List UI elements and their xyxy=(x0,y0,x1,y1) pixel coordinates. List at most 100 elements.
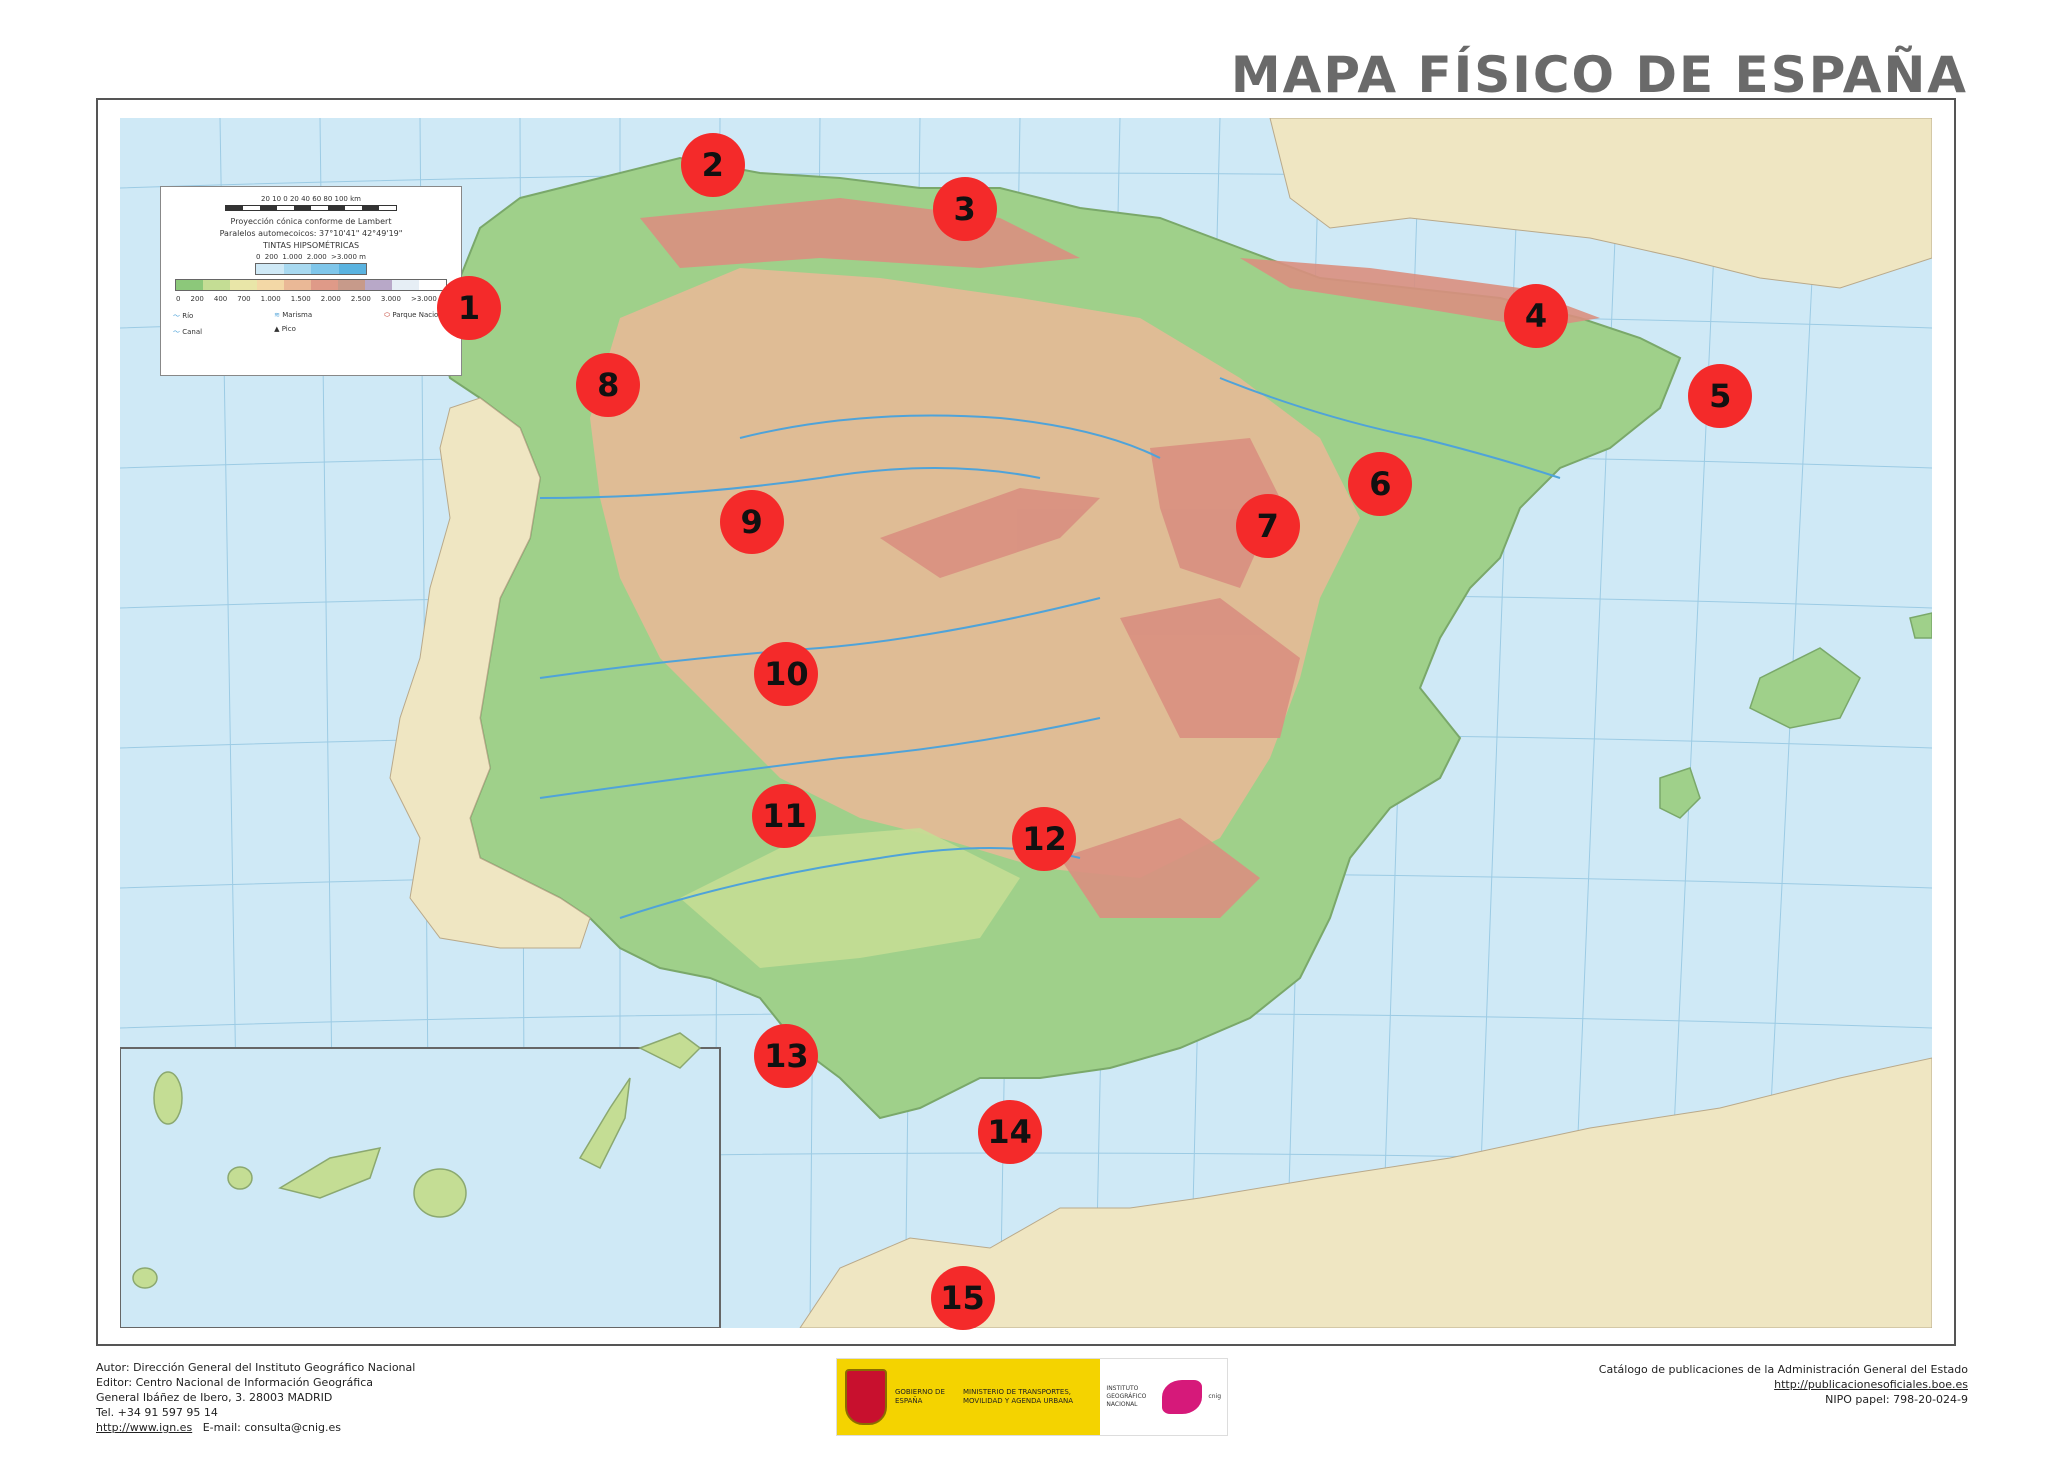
land-num: 0 xyxy=(176,295,181,303)
balearic-islands xyxy=(1659,612,1932,819)
government-logos: GOBIERNO DE ESPAÑA MINISTERIO DE TRANSPO… xyxy=(836,1358,1228,1436)
gov-text: GOBIERNO DE ESPAÑA xyxy=(895,1388,945,1405)
ministry-text: MINISTERIO DE TRANSPORTES, MOVILIDAD Y A… xyxy=(963,1388,1074,1405)
canal-line-icon: 〜 xyxy=(173,328,180,336)
map-svg xyxy=(120,118,1932,1328)
spain-crest-icon xyxy=(845,1369,887,1425)
marsh-label: Marisma xyxy=(282,311,313,319)
cnig-text: cnig xyxy=(1208,1393,1221,1400)
catalog-line: Catálogo de publicaciones de la Administ… xyxy=(1598,1363,1968,1376)
footer-catalog: Catálogo de publicaciones de la Administ… xyxy=(1599,1362,1968,1407)
map-marker-2[interactable]: 2 xyxy=(680,133,745,198)
tint-swatch xyxy=(338,280,365,290)
email-text: E-mail: consulta@cnig.es xyxy=(202,1421,341,1434)
land-num: 2.000 xyxy=(320,295,341,303)
land-num: 200 xyxy=(190,295,204,303)
canal-label: Canal xyxy=(182,328,203,336)
map-marker-9[interactable]: 9 xyxy=(719,489,784,554)
peak-legend: ▲ Pico xyxy=(274,325,312,333)
sea-num: >3.000 m xyxy=(331,253,366,261)
ign-link[interactable]: http://www.ign.es xyxy=(96,1421,193,1434)
tint-swatch xyxy=(257,280,284,290)
sea-num: 2.000 xyxy=(306,253,327,261)
nipo-line: NIPO papel: 798-20-024-9 xyxy=(1825,1393,1968,1406)
address-line: General Ibáñez de Ibero, 3. 28003 MADRID xyxy=(96,1391,333,1404)
scale-bar xyxy=(225,205,397,211)
tint-swatch xyxy=(365,280,392,290)
sea-swatch xyxy=(256,264,284,274)
land-num: 1.500 xyxy=(290,295,311,303)
park-outline-icon: ⬭ xyxy=(384,311,391,319)
projection-text: Proyección cónica conforme de Lambert xyxy=(230,217,392,226)
editor-line: Editor: Centro Nacional de Información G… xyxy=(96,1376,374,1389)
map-marker-13[interactable]: 13 xyxy=(754,1023,819,1088)
map-marker-8[interactable]: 8 xyxy=(576,352,641,417)
mountain-ranges xyxy=(640,198,1600,918)
land-num: >3.000 m xyxy=(410,295,446,303)
cnig-logo-icon xyxy=(1162,1380,1203,1414)
land-num: 3.000 xyxy=(380,295,401,303)
footer-credits: Autor: Dirección General del Instituto G… xyxy=(96,1360,415,1435)
sea-tint-bar xyxy=(255,263,367,275)
map-marker-7[interactable]: 7 xyxy=(1235,494,1300,559)
author-line: Autor: Dirección General del Instituto G… xyxy=(96,1361,416,1374)
map-marker-3[interactable]: 3 xyxy=(932,177,997,242)
map-title: MAPA FÍSICO DE ESPAÑA xyxy=(1230,46,1968,104)
tint-swatch xyxy=(392,280,419,290)
map-marker-4[interactable]: 4 xyxy=(1504,283,1568,348)
ign-text: INSTITUTO GEOGRÁFICO NACIONAL xyxy=(1106,1385,1147,1408)
land-num: 700 xyxy=(237,295,251,303)
tint-swatch xyxy=(203,280,230,290)
land-numbers: 0 200 400 700 1.000 1.500 2.000 2.500 3.… xyxy=(176,295,446,303)
sea-num: 1.000 xyxy=(282,253,303,261)
marsh-legend: ≋ Marisma xyxy=(274,311,312,319)
sea-swatch xyxy=(283,264,311,274)
peak-icon: ▲ xyxy=(274,325,280,333)
land-num: 2.500 xyxy=(350,295,371,303)
map-marker-6[interactable]: 6 xyxy=(1348,451,1413,516)
tint-swatch xyxy=(311,280,338,290)
map-marker-11[interactable]: 11 xyxy=(752,783,817,848)
legend-symbols: 〜 Río 〜 Canal ≋ Marisma ▲ Pico ⬭ Parque … xyxy=(173,311,449,337)
peak-label: Pico xyxy=(281,325,296,333)
africa-land xyxy=(799,1057,1932,1328)
marsh-icon: ≋ xyxy=(274,311,280,319)
canary-islands xyxy=(132,1032,702,1289)
guadalquivir-valley xyxy=(680,828,1020,968)
ign-cnig-logo: INSTITUTO GEOGRÁFICO NACIONAL cnig xyxy=(1100,1359,1227,1435)
land-num: 1.000 xyxy=(260,295,281,303)
plateau-area xyxy=(590,268,1360,878)
france-land xyxy=(1269,118,1932,289)
sea-swatch xyxy=(311,264,339,274)
map-marker-14[interactable]: 14 xyxy=(977,1099,1042,1164)
sea-num: 200 xyxy=(264,253,279,261)
tint-swatch xyxy=(176,280,203,290)
map-marker-1[interactable]: 1 xyxy=(436,276,501,341)
scale-numbers: 20 10 0 20 40 60 80 100 km xyxy=(261,195,361,203)
parallels-text: Paralelos automecoicos: 37°10'41" 42°49'… xyxy=(219,229,403,238)
canal-legend: 〜 Canal xyxy=(173,327,202,337)
river-line-icon: 〜 xyxy=(173,312,180,320)
tint-swatch xyxy=(284,280,311,290)
sea-numbers: 0 200 1.000 2.000 >3.000 m xyxy=(256,253,366,261)
land-num: 400 xyxy=(213,295,228,303)
river-legend: 〜 Río xyxy=(173,311,202,321)
web-email-line: http://www.ign.es E-mail: consulta@cnig.… xyxy=(96,1420,415,1435)
phone-line: Tel. +34 91 597 95 14 xyxy=(96,1406,218,1419)
map-marker-10[interactable]: 10 xyxy=(754,641,819,706)
land-tint-bar xyxy=(175,279,447,291)
map-legend: 20 10 0 20 40 60 80 100 km Proyección có… xyxy=(160,186,462,376)
tint-swatch xyxy=(230,280,257,290)
portugal-land xyxy=(389,397,591,949)
map-marker-5[interactable]: 5 xyxy=(1688,364,1753,429)
catalog-link[interactable]: http://publicacionesoficiales.boe.es xyxy=(1774,1378,1968,1391)
sea-swatch xyxy=(338,264,366,274)
park-legend: ⬭ Parque Nacional xyxy=(384,311,449,320)
tints-title: TINTAS HIPSOMÉTRICAS xyxy=(262,241,360,250)
map-marker-15[interactable]: 15 xyxy=(930,1266,995,1331)
sea-num: 0 xyxy=(256,253,261,261)
park-label: Parque Nacional xyxy=(392,311,449,319)
map-marker-12[interactable]: 12 xyxy=(1012,807,1077,872)
tint-swatch xyxy=(419,280,446,290)
gobierno-logo: GOBIERNO DE ESPAÑA MINISTERIO DE TRANSPO… xyxy=(837,1359,1101,1435)
